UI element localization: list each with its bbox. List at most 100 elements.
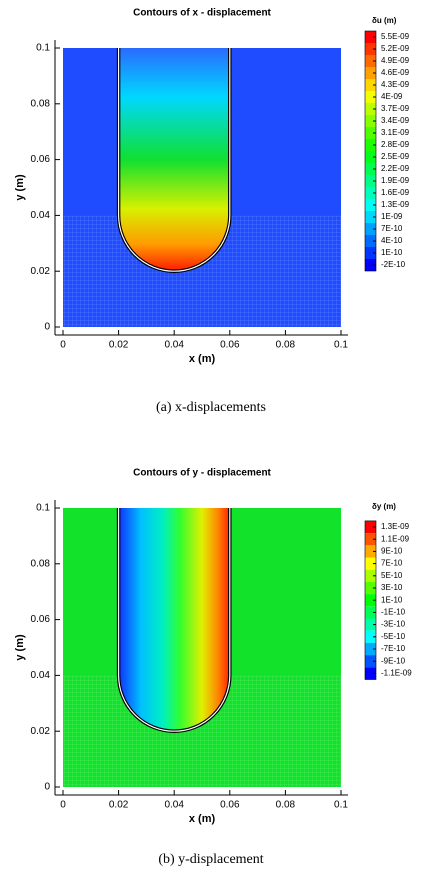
colorbar-label: δu (m) [372, 16, 397, 25]
x-tick-label: 0.06 [220, 800, 240, 811]
colorbar-tick-label: 4E-09 [381, 92, 403, 101]
colorbar-tick-label: 5.5E-09 [381, 32, 410, 41]
colorbar-tick-label: 4E-10 [381, 236, 403, 245]
colorbar-tick-label: -7E-10 [381, 644, 406, 653]
y-tick-label: 0.08 [31, 558, 51, 569]
slot-field [118, 48, 230, 272]
x-axis-label: x (m) [189, 813, 216, 825]
colorbar-tick-label: 1.3E-09 [381, 522, 410, 531]
y-tick-label: 0.04 [31, 670, 51, 681]
y-tick-label: 0 [44, 782, 50, 793]
colorbar-tick-label: 1E-10 [381, 595, 403, 604]
colorbar-swatch [365, 43, 376, 55]
colorbar-swatch [365, 247, 376, 259]
colorbar-tick-label: 1.9E-09 [381, 176, 410, 185]
colorbar-tick-label: -1.1E-09 [381, 669, 412, 678]
colorbar-tick-label: 3.4E-09 [381, 116, 410, 125]
colorbar-tick-label: 1E-10 [381, 248, 403, 257]
slot-outline-inner [118, 48, 231, 272]
x-tick-label: 0.04 [164, 800, 184, 811]
y-tick-label: 0.04 [31, 210, 51, 221]
colorbar-tick-label: -5E-10 [381, 632, 406, 641]
colorbar-swatch [365, 642, 376, 656]
colorbar-swatch [365, 91, 376, 103]
x-axis-label: x (m) [189, 353, 216, 365]
y-tick-label: 0 [44, 322, 50, 333]
plot-title: Contours of y - displacement [133, 468, 271, 479]
colorbar-tick-label: 7E-10 [381, 224, 403, 233]
colorbar-swatch [365, 175, 376, 187]
colorbar-swatch [365, 606, 376, 619]
x-tick-label: 0 [60, 800, 66, 811]
colorbar-tick-label: 3E-10 [381, 583, 403, 592]
colorbar-swatch [365, 557, 376, 570]
colorbar-swatch [365, 115, 376, 127]
colorbar-swatch [365, 223, 376, 235]
x-tick-label: 0.02 [109, 340, 129, 351]
colorbar-tick-label: -1E-10 [381, 608, 406, 617]
colorbar-swatch [365, 235, 376, 247]
x-tick-label: 0.08 [276, 800, 296, 811]
slot-field [118, 508, 230, 732]
y-tick-label: 0.06 [31, 614, 51, 625]
colorbar-swatch [365, 259, 376, 271]
slot-outline-inner [118, 508, 231, 732]
colorbar-swatch [365, 545, 376, 558]
colorbar-swatch [365, 655, 376, 668]
y-axis-label: y (m) [14, 634, 26, 661]
x-tick-label: 0.04 [164, 340, 184, 351]
plot-title: Contours of x - displacement [133, 8, 271, 19]
colorbar-tick-label: 1.3E-09 [381, 200, 410, 209]
y-tick-label: 0.1 [36, 43, 50, 54]
colorbar-swatch [365, 667, 376, 680]
colorbar-tick-label: 5E-10 [381, 571, 403, 580]
colorbar-tick-label: -9E-10 [381, 656, 406, 665]
colorbar-tick-label: 2.5E-09 [381, 152, 410, 161]
y-tick-label: 0.06 [31, 154, 51, 165]
colorbar-tick-label: 4.3E-09 [381, 80, 410, 89]
colorbar-tick-label: -2E-10 [381, 260, 406, 269]
colorbar-tick-label: 1.6E-09 [381, 188, 410, 197]
colorbar-swatch [365, 163, 376, 175]
y-tick-label: 0.02 [31, 726, 51, 737]
colorbar-tick-label: 1.1E-09 [381, 534, 410, 543]
colorbar-tick-label: 4.6E-09 [381, 68, 410, 77]
colorbar-swatch [365, 103, 376, 115]
colorbar-label: δy (m) [372, 502, 396, 511]
colorbar-swatch [365, 630, 376, 643]
colorbar-swatch [365, 520, 376, 534]
y-axis-label: y (m) [14, 174, 26, 201]
x-tick-label: 0.08 [276, 340, 296, 351]
x-tick-label: 0.02 [109, 800, 129, 811]
colorbar-swatch [365, 31, 376, 43]
colorbar-swatch [365, 151, 376, 163]
colorbar-tick-label: 3.1E-09 [381, 128, 410, 137]
colorbar-swatch [365, 199, 376, 211]
colorbar-swatch [365, 533, 376, 546]
colorbar-tick-label: 7E-10 [381, 559, 403, 568]
colorbar-tick-label: 2.8E-09 [381, 140, 410, 149]
x-tick-label: 0.1 [334, 800, 348, 811]
colorbar-tick-label: 3.7E-09 [381, 104, 410, 113]
colorbar-swatch [365, 581, 376, 595]
y-tick-label: 0.1 [36, 503, 50, 514]
colorbar-swatch [365, 618, 376, 631]
colorbar-swatch [365, 127, 376, 139]
x-tick-label: 0.1 [334, 340, 348, 351]
x-tick-label: 0 [60, 340, 66, 351]
colorbar-swatch [365, 67, 376, 79]
colorbar-tick-label: -3E-10 [381, 620, 406, 629]
y-tick-label: 0.02 [31, 266, 51, 277]
colorbar-swatch [365, 187, 376, 199]
colorbar-swatch [365, 55, 376, 67]
y-tick-label: 0.08 [31, 98, 51, 109]
colorbar-swatch [365, 569, 376, 582]
colorbar-swatch [365, 79, 376, 91]
colorbar-tick-label: 9E-10 [381, 547, 403, 556]
caption: (a) x-displacements [156, 400, 266, 415]
x-tick-label: 0.06 [220, 340, 240, 351]
colorbar-frame [364, 520, 377, 680]
colorbar-tick-label: 5.2E-09 [381, 44, 410, 53]
colorbar-tick-label: 4.9E-09 [381, 56, 410, 65]
